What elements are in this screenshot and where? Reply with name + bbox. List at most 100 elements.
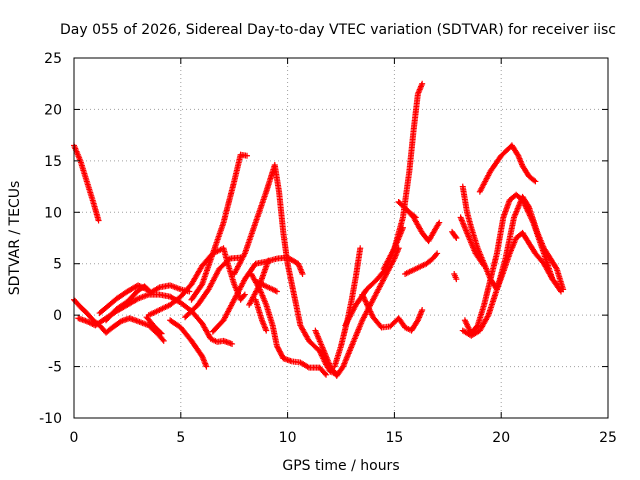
- data-point: [361, 293, 364, 296]
- data-point: [333, 365, 336, 368]
- data-point: [438, 221, 441, 224]
- data-point: [169, 303, 172, 306]
- data-point: [410, 329, 413, 332]
- series-t13: [252, 296, 270, 334]
- data-point: [154, 326, 157, 329]
- series-t6: [145, 245, 248, 319]
- data-point: [318, 366, 321, 369]
- data-point: [201, 322, 204, 325]
- data-point: [308, 339, 310, 342]
- x-tick-label: 15: [385, 430, 403, 446]
- data-point: [276, 290, 278, 293]
- data-point: [201, 264, 204, 267]
- data-point: [350, 298, 353, 301]
- data-point: [521, 165, 524, 167]
- data-point: [246, 154, 248, 157]
- data-point: [487, 314, 490, 317]
- data-point: [461, 185, 464, 188]
- data-point: [382, 278, 385, 281]
- x-tick-label: 25: [599, 430, 617, 446]
- data-point: [254, 262, 257, 265]
- data-point: [158, 334, 161, 337]
- data-point: [404, 273, 406, 275]
- data-point: [149, 291, 152, 294]
- data-point: [425, 262, 428, 265]
- data-point: [190, 298, 193, 301]
- data-point: [211, 330, 214, 333]
- data-point: [147, 293, 150, 296]
- data-point: [455, 237, 458, 239]
- series-t9: [188, 151, 251, 303]
- x-axis-label: GPS time / hours: [282, 458, 399, 474]
- x-tick-label: 5: [176, 430, 185, 446]
- data-point: [222, 319, 225, 322]
- data-point: [402, 216, 404, 219]
- data-point: [286, 262, 289, 265]
- data-point: [169, 284, 172, 287]
- y-tick-label: -10: [39, 411, 62, 427]
- data-point: [404, 326, 406, 329]
- data-point: [282, 231, 285, 234]
- data-point: [233, 283, 236, 286]
- data-point: [267, 259, 270, 262]
- data-point: [466, 211, 468, 214]
- data-point: [137, 284, 139, 287]
- data-point: [179, 301, 182, 304]
- data-point: [218, 267, 221, 270]
- data-point: [515, 193, 518, 196]
- data-point: [355, 303, 357, 306]
- data-point: [276, 345, 278, 347]
- data-point: [455, 278, 458, 281]
- data-point: [92, 319, 95, 322]
- data-point: [250, 273, 253, 275]
- data-point: [560, 290, 562, 293]
- data-point: [329, 370, 332, 373]
- data-point: [77, 317, 80, 320]
- series-t20: [359, 291, 426, 334]
- data-point: [393, 247, 396, 250]
- data-point: [98, 312, 101, 314]
- data-point: [549, 257, 552, 260]
- y-tick-label: 15: [44, 154, 62, 170]
- data-point: [293, 293, 295, 296]
- data-point: [504, 257, 507, 260]
- data-point: [489, 278, 492, 281]
- data-point: [365, 288, 368, 291]
- series-t31: [457, 214, 488, 269]
- data-point: [126, 290, 129, 293]
- data-point: [254, 221, 257, 224]
- chart-title: Day 055 of 2026, Sidereal Day-to-day VTE…: [60, 22, 616, 38]
- data-point: [201, 283, 204, 286]
- data-point: [115, 297, 118, 300]
- data-point: [273, 164, 276, 166]
- series-t24: [402, 250, 441, 277]
- data-point: [474, 252, 477, 255]
- data-point: [265, 190, 268, 193]
- data-point: [276, 257, 278, 260]
- data-point: [126, 300, 129, 303]
- data-point: [179, 288, 182, 291]
- data-marks: [71, 80, 567, 379]
- axis-ticks: 0 5 10 15 20 25 -10 -5 0 5 10 15 20 25: [39, 51, 617, 446]
- data-point: [147, 314, 150, 317]
- data-point: [318, 350, 321, 353]
- data-point: [468, 237, 471, 239]
- data-point: [536, 231, 539, 234]
- data-point: [239, 153, 242, 156]
- data-point: [414, 216, 417, 219]
- data-point: [543, 262, 545, 265]
- y-tick-label: 20: [44, 102, 62, 118]
- data-point: [521, 231, 524, 234]
- data-point: [412, 129, 415, 131]
- x-tick-label: 0: [70, 430, 79, 446]
- data-point: [416, 93, 419, 95]
- data-point: [436, 252, 439, 255]
- data-point: [239, 298, 242, 301]
- data-point: [534, 180, 537, 183]
- series-t29: [476, 142, 539, 195]
- y-axis-label: SDTVAR / TECUs: [7, 181, 23, 296]
- data-point: [162, 339, 165, 342]
- data-point: [470, 334, 473, 337]
- data-point: [408, 170, 411, 173]
- data-point: [278, 190, 280, 193]
